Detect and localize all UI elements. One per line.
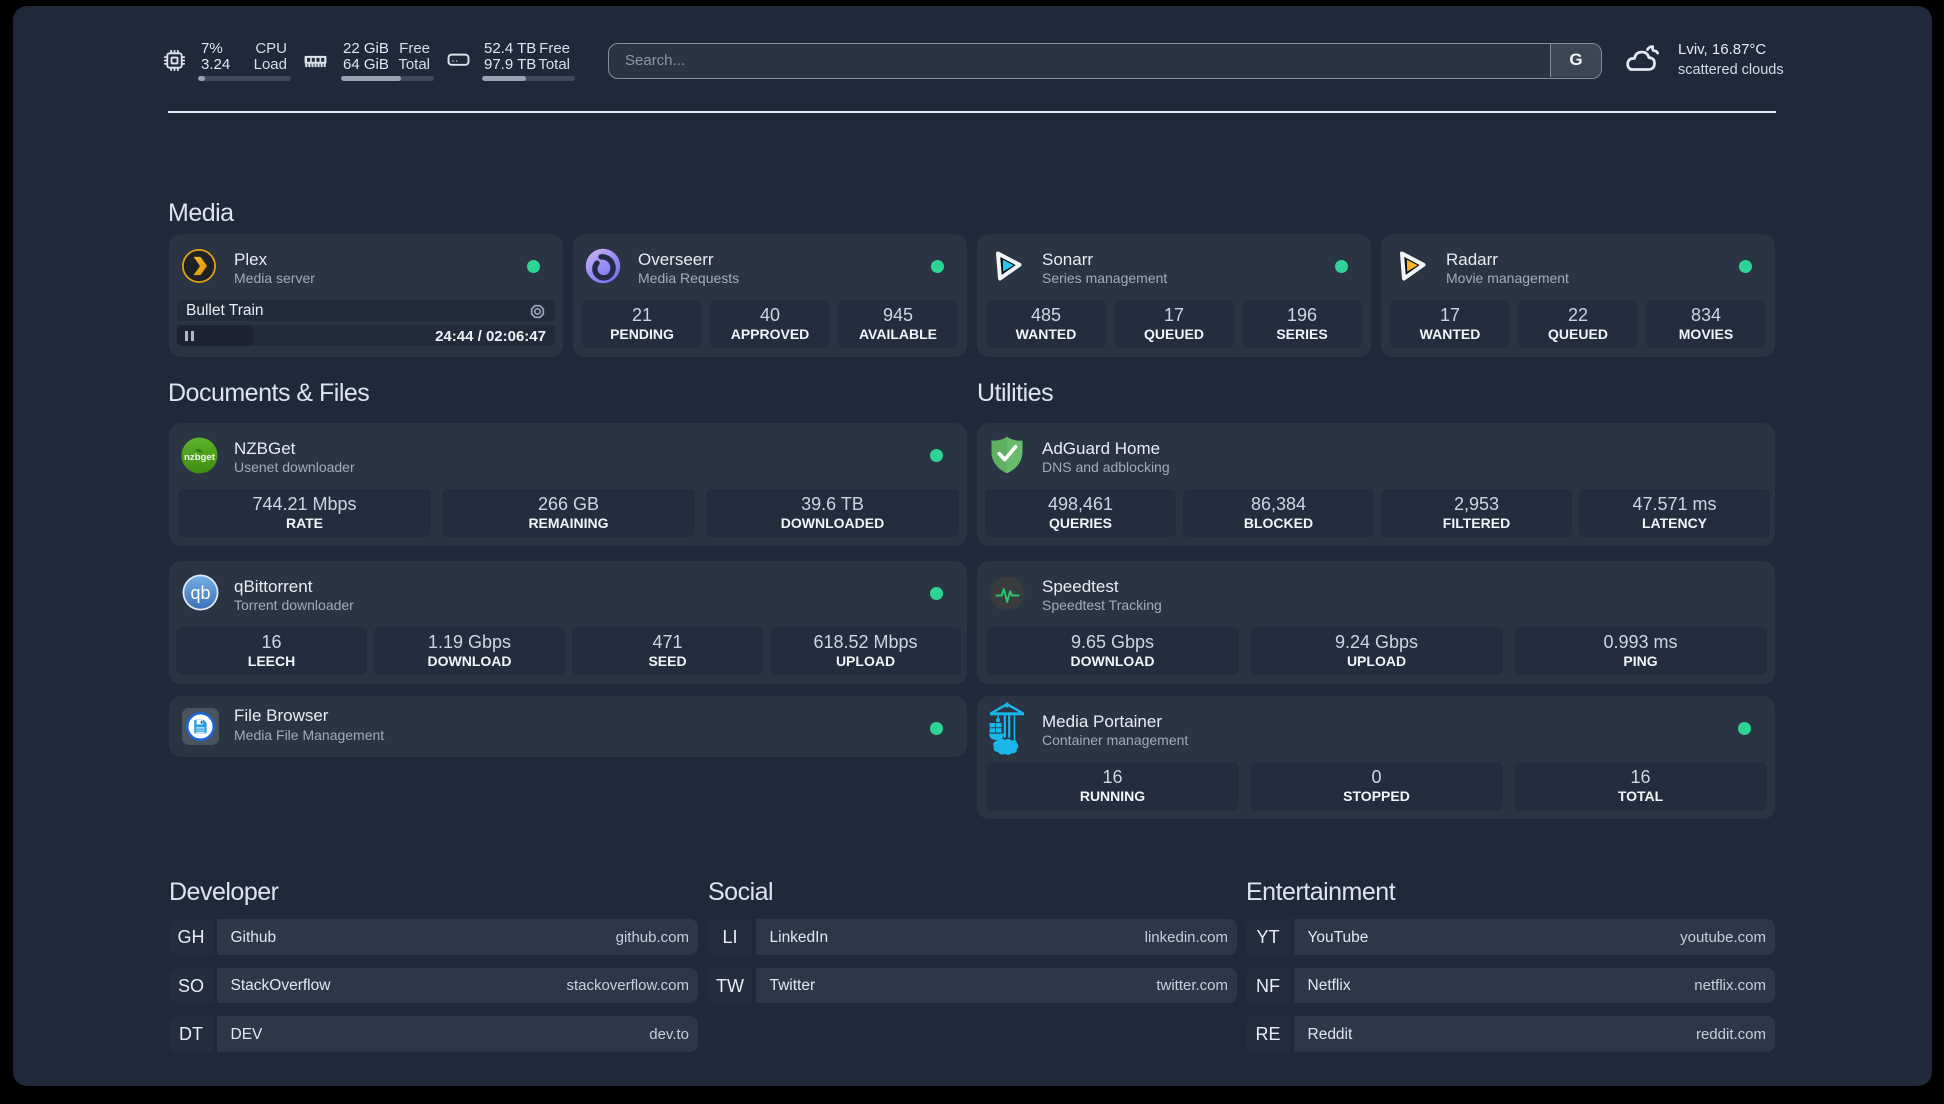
svg-text:nzbget: nzbget xyxy=(184,452,216,463)
svg-text:qb: qb xyxy=(190,583,210,603)
